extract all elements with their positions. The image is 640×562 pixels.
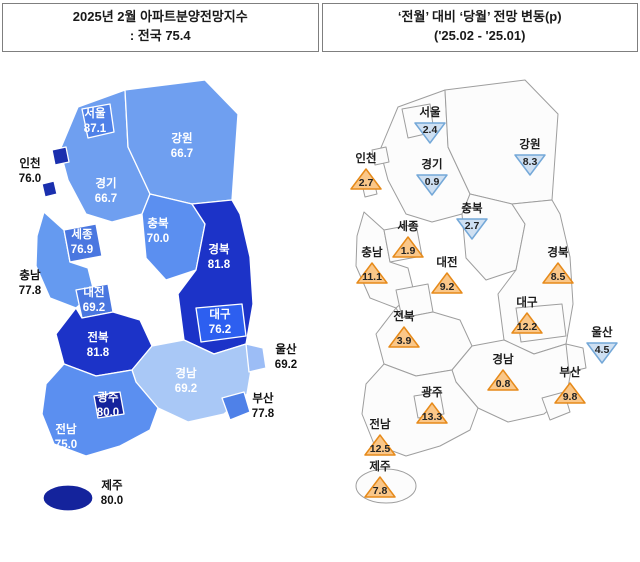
svg-text:12.2: 12.2 bbox=[517, 321, 538, 333]
map-label-jeju: 제주 80.0 bbox=[100, 480, 124, 507]
map-label-daegu: 대구 76.2 bbox=[208, 309, 232, 336]
down-triangle-icon: 0.9 bbox=[416, 174, 448, 196]
svg-text:3.9: 3.9 bbox=[397, 335, 412, 347]
svg-text:7.8: 7.8 bbox=[373, 485, 388, 497]
down-triangle-icon: 2.4 bbox=[414, 122, 446, 144]
svg-text:4.5: 4.5 bbox=[595, 344, 610, 356]
map-label-ulsan: 울산 69.2 bbox=[274, 344, 298, 371]
marker-daejeon: 대전9.29.2 bbox=[430, 254, 464, 295]
outline-incheon-a bbox=[371, 146, 390, 166]
marker-sejong: 세종1.91.9 bbox=[391, 218, 425, 259]
svg-text:1.9: 1.9 bbox=[401, 245, 416, 257]
up-triangle-icon: 12.5 bbox=[364, 434, 396, 456]
map-label-incheon: 인천 76.0 bbox=[18, 158, 42, 185]
marker-jeju: 제주7.87.8 bbox=[363, 458, 397, 499]
svg-text:2.4: 2.4 bbox=[423, 124, 438, 136]
region-incheon-shape bbox=[41, 146, 70, 198]
svg-text:9.8: 9.8 bbox=[563, 391, 578, 403]
header-row: 2025년 2월 아파트분양전망지수 : 전국 75.4 ‘전월’ 대비 ‘당월… bbox=[0, 0, 640, 52]
map-label-seoul: 서울 87.1 bbox=[83, 108, 107, 135]
marker-ulsan: 울산4.54.5 bbox=[585, 324, 619, 365]
map-label-daejeon: 대전 69.2 bbox=[82, 287, 106, 314]
marker-gangwon: 강원8.38.3 bbox=[513, 136, 547, 177]
region-ulsan-shape bbox=[245, 343, 267, 373]
right-map-panel: 서울2.42.4 인천2.72.7 경기0.90.9 강원8.38.3 충북2.… bbox=[320, 52, 640, 562]
marker-jeonbuk: 전북3.93.9 bbox=[387, 308, 421, 349]
up-triangle-icon: 9.2 bbox=[431, 272, 463, 294]
up-triangle-icon: 11.1 bbox=[356, 262, 388, 284]
region-busan-shape bbox=[221, 391, 251, 421]
svg-text:8.3: 8.3 bbox=[523, 156, 538, 168]
marker-gyeonggi: 경기0.90.9 bbox=[415, 156, 449, 197]
down-triangle-icon: 8.3 bbox=[514, 154, 546, 176]
map-label-chungnam: 충남 77.8 bbox=[18, 270, 42, 297]
up-triangle-icon: 13.3 bbox=[416, 402, 448, 424]
up-triangle-icon: 3.9 bbox=[388, 326, 420, 348]
svg-text:0.9: 0.9 bbox=[425, 176, 440, 188]
svg-text:2.7: 2.7 bbox=[465, 220, 480, 232]
map-label-sejong: 세종 76.9 bbox=[70, 229, 94, 256]
down-triangle-icon: 4.5 bbox=[586, 342, 618, 364]
svg-text:11.1: 11.1 bbox=[362, 271, 382, 283]
outline-ulsan bbox=[565, 343, 587, 373]
svg-text:9.2: 9.2 bbox=[440, 281, 455, 293]
left-panel-title: 2025년 2월 아파트분양전망지수 : 전국 75.4 bbox=[2, 3, 319, 52]
region-sejong-shape bbox=[63, 223, 103, 263]
svg-text:8.5: 8.5 bbox=[551, 271, 566, 283]
svg-text:12.5: 12.5 bbox=[370, 443, 391, 455]
left-title-line2: : 전국 75.4 bbox=[129, 27, 191, 43]
region-gwangju-shape bbox=[93, 391, 125, 419]
marker-gyeongbuk: 경북8.58.5 bbox=[541, 244, 575, 285]
map-label-busan: 부산 77.8 bbox=[251, 393, 275, 420]
left-map-panel: 서울 87.1 강원 66.7 인천 76.0 경기 66.7 충북 70.0 세종 76.… bbox=[0, 52, 320, 562]
marker-busan: 부산9.89.8 bbox=[553, 364, 587, 405]
region-jeju-shape bbox=[42, 484, 94, 512]
map-label-chungbuk: 충북 70.0 bbox=[146, 218, 170, 245]
map-label-gangwon: 강원 66.7 bbox=[170, 133, 194, 160]
right-panel-title: ‘전월’ 대비 ‘당월’ 전망 변동(p) ('25.02 - '25.01) bbox=[321, 3, 638, 52]
map-label-gyeonggi: 경기 66.7 bbox=[94, 178, 118, 205]
map-label-gwangju: 광주 80.0 bbox=[96, 392, 120, 419]
up-triangle-icon: 7.8 bbox=[364, 476, 396, 498]
marker-chungbuk: 충북2.72.7 bbox=[455, 200, 489, 241]
right-title-line1: ‘전월’ 대비 ‘당월’ 전망 변동(p) bbox=[397, 9, 562, 24]
up-triangle-icon: 1.9 bbox=[392, 236, 424, 258]
up-triangle-icon: 9.8 bbox=[554, 382, 586, 404]
map-label-gyeongnam: 경남 69.2 bbox=[174, 368, 198, 395]
up-triangle-icon: 0.8 bbox=[487, 369, 519, 391]
marker-gyeongnam: 경남0.80.8 bbox=[486, 351, 520, 392]
up-triangle-icon: 2.7 bbox=[350, 168, 382, 190]
map-label-gyeongbuk: 경북 81.8 bbox=[207, 244, 231, 271]
right-title-line2: ('25.02 - '25.01) bbox=[434, 27, 526, 43]
region-seoul-shape bbox=[81, 103, 115, 139]
region-daegu-shape bbox=[195, 303, 247, 343]
left-title-line1: 2025년 2월 아파트분양전망지수 bbox=[72, 9, 248, 24]
map-panels: 서울 87.1 강원 66.7 인천 76.0 경기 66.7 충북 70.0 세종 76.… bbox=[0, 52, 640, 562]
svg-text:13.3: 13.3 bbox=[422, 411, 443, 423]
korea-map-right bbox=[355, 79, 587, 504]
marker-incheon: 인천2.72.7 bbox=[349, 150, 383, 191]
map-label-jeonbuk: 전북 81.8 bbox=[86, 332, 110, 359]
up-triangle-icon: 8.5 bbox=[542, 262, 574, 284]
down-triangle-icon: 2.7 bbox=[456, 218, 488, 240]
map-label-jeonnam: 전남 75.0 bbox=[54, 424, 78, 451]
svg-text:0.8: 0.8 bbox=[496, 378, 511, 390]
marker-seoul: 서울2.42.4 bbox=[413, 104, 447, 145]
up-triangle-icon: 12.2 bbox=[511, 312, 543, 334]
korea-map-left bbox=[35, 79, 267, 512]
svg-text:2.7: 2.7 bbox=[359, 177, 374, 189]
